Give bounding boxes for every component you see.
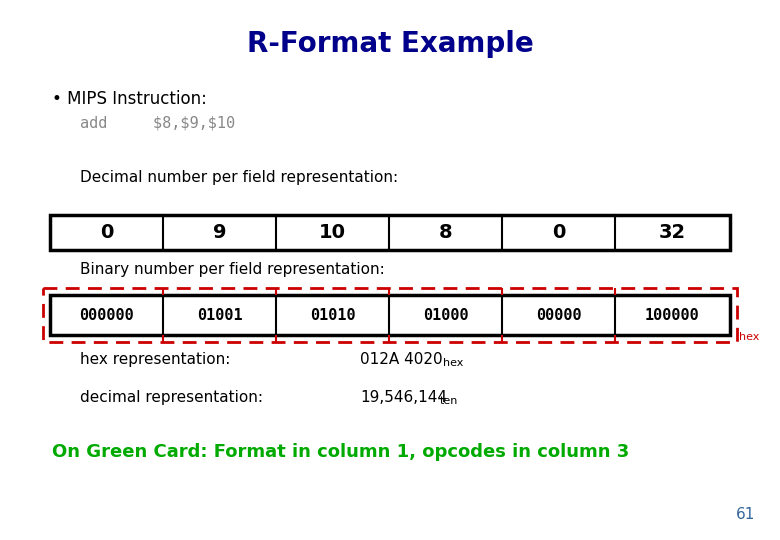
Text: 0: 0 xyxy=(100,223,113,242)
Text: add     $8,$9,$10: add $8,$9,$10 xyxy=(80,115,235,130)
Text: Binary number per field representation:: Binary number per field representation: xyxy=(80,262,385,277)
Text: 100000: 100000 xyxy=(645,307,700,322)
Text: hex: hex xyxy=(739,332,760,342)
Bar xyxy=(43,288,737,342)
Text: 00000: 00000 xyxy=(536,307,581,322)
Bar xyxy=(50,295,730,335)
Text: hex: hex xyxy=(443,358,463,368)
Text: • MIPS Instruction:: • MIPS Instruction: xyxy=(52,90,207,108)
Text: 9: 9 xyxy=(213,223,226,242)
Text: ten: ten xyxy=(440,396,459,406)
Text: 01001: 01001 xyxy=(197,307,243,322)
Text: Decimal number per field representation:: Decimal number per field representation: xyxy=(80,170,398,185)
Bar xyxy=(50,215,730,250)
Text: R-Format Example: R-Format Example xyxy=(246,30,534,58)
Text: 000000: 000000 xyxy=(79,307,134,322)
Text: 0: 0 xyxy=(551,223,565,242)
Text: 10: 10 xyxy=(319,223,346,242)
Text: 01010: 01010 xyxy=(310,307,356,322)
Text: 8: 8 xyxy=(438,223,452,242)
Text: hex representation:: hex representation: xyxy=(80,352,230,367)
Text: decimal representation:: decimal representation: xyxy=(80,390,263,405)
Text: On Green Card: Format in column 1, opcodes in column 3: On Green Card: Format in column 1, opcod… xyxy=(52,443,629,461)
Text: 61: 61 xyxy=(736,507,755,522)
Text: 01000: 01000 xyxy=(423,307,468,322)
Text: 012A 4020: 012A 4020 xyxy=(360,352,442,367)
Text: 32: 32 xyxy=(659,223,686,242)
Text: 19,546,144: 19,546,144 xyxy=(360,390,447,405)
